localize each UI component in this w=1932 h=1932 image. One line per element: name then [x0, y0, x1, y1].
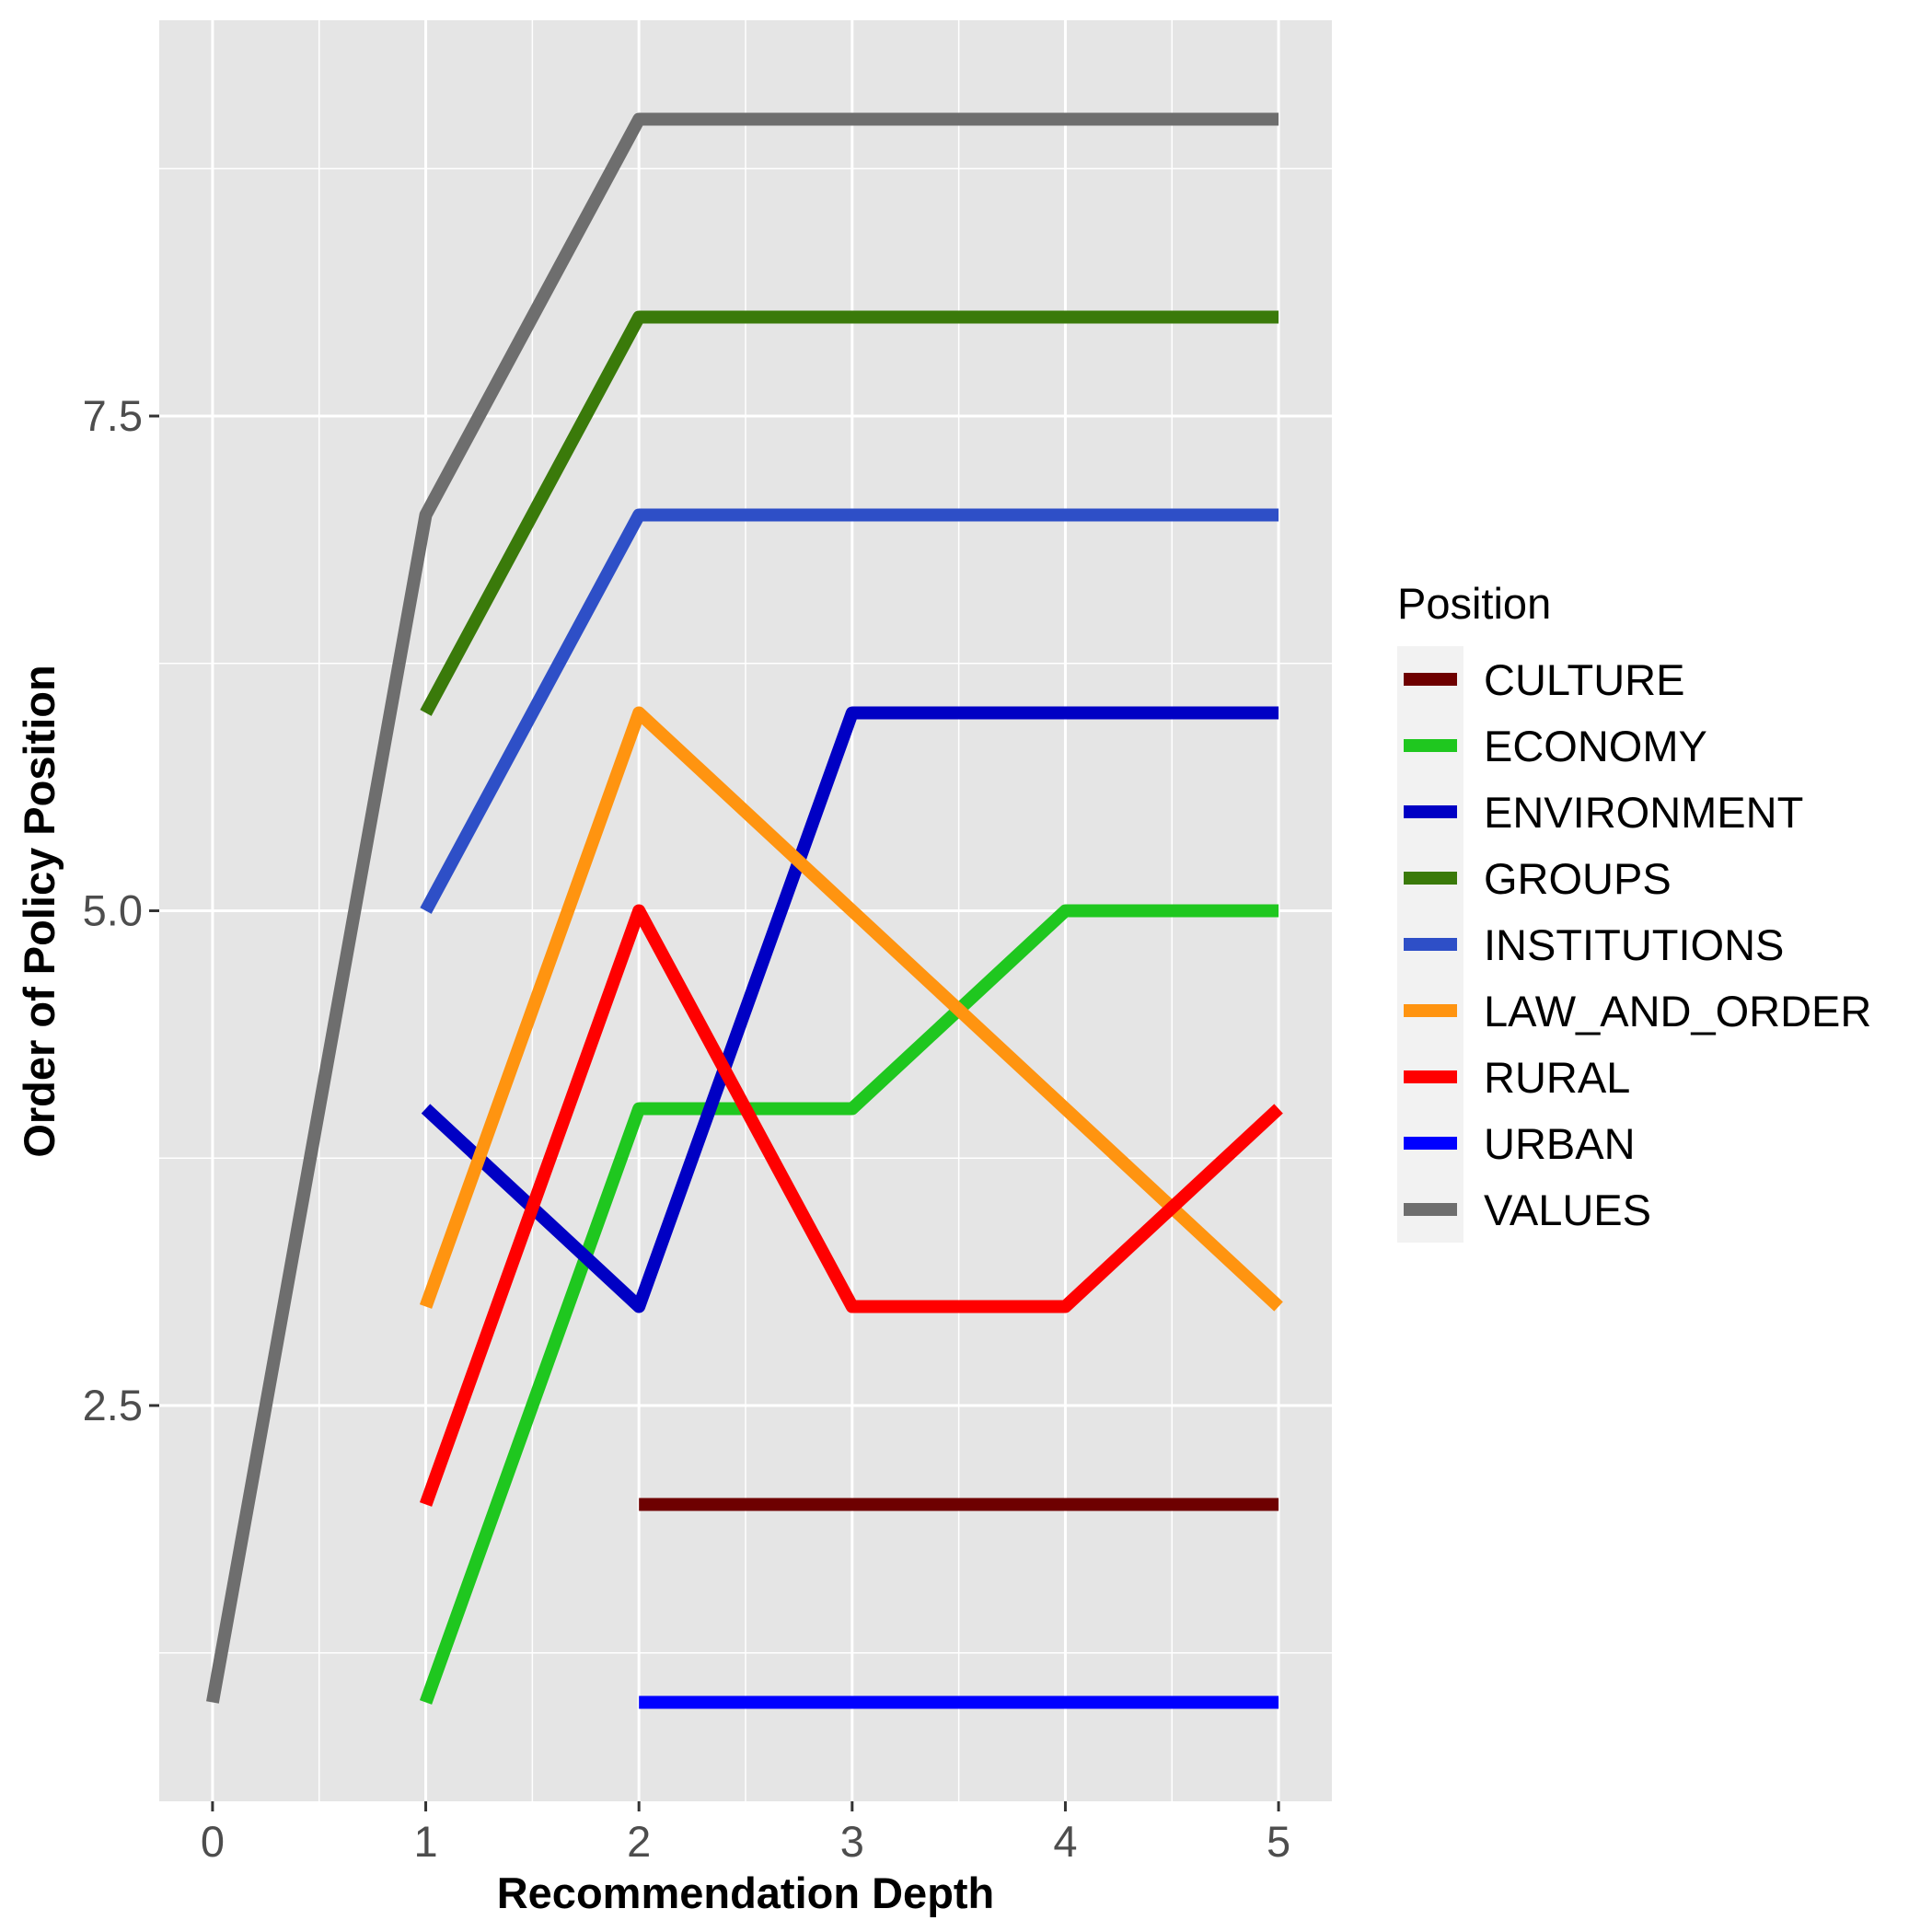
legend-item: GROUPS [1404, 854, 1672, 903]
series-lines [206, 112, 1283, 1709]
x-tick-label: 2 [627, 1817, 651, 1866]
legend-item: VALUES [1404, 1186, 1651, 1234]
legend-item: INSTITUTIONS [1404, 920, 1784, 969]
legend-item: RURAL [1404, 1053, 1630, 1102]
x-tick-label: 1 [413, 1817, 437, 1866]
legend-item: ENVIRONMENT [1404, 788, 1803, 837]
x-tick-label: 3 [840, 1817, 864, 1866]
legend-item: ECONOMY [1404, 722, 1707, 770]
legend-item: URBAN [1404, 1119, 1636, 1168]
legend-label: VALUES [1484, 1186, 1651, 1234]
x-tick-label: 0 [201, 1817, 225, 1866]
series-line-institutions [420, 508, 1279, 914]
legend-label: LAW_AND_ORDER [1484, 987, 1871, 1035]
y-tick-label: 5.0 [83, 886, 143, 935]
y-axis: 2.5 5.0 7.5 [83, 391, 159, 1429]
series-line-environment [421, 706, 1279, 1313]
legend-item: LAW_AND_ORDER [1404, 987, 1871, 1035]
y-tick-label: 7.5 [83, 391, 143, 440]
x-tick-label: 4 [1053, 1817, 1077, 1866]
y-tick-label: 2.5 [83, 1381, 143, 1429]
series-line-economy [419, 904, 1279, 1705]
series-line-law-and-order [419, 706, 1283, 1312]
legend-label: URBAN [1484, 1119, 1636, 1168]
legend-label: ECONOMY [1484, 722, 1707, 770]
legend-items: CULTURE ECONOMY ENVIRONMENT GROUPS INSTITUTI… [1404, 655, 1871, 1234]
legend: Position CULTURE ECONOMY ENVIRONMENT GROUPS… [1397, 579, 1871, 1243]
x-tick-label: 5 [1267, 1817, 1290, 1866]
legend-label: ENVIRONMENT [1484, 788, 1803, 837]
legend-title: Position [1397, 579, 1551, 628]
legend-label: GROUPS [1484, 854, 1672, 903]
legend-label: INSTITUTIONS [1484, 920, 1784, 969]
legend-item: CULTURE [1404, 655, 1684, 704]
legend-label: CULTURE [1484, 655, 1684, 704]
y-axis-title: Order of Policy Position [15, 665, 64, 1157]
legend-label: RURAL [1484, 1053, 1630, 1102]
series-line-groups [420, 310, 1279, 716]
series-line-values [206, 112, 1279, 1704]
x-axis-title: Recommendation Depth [497, 1868, 995, 1917]
series-line-rural [419, 904, 1283, 1507]
x-axis: 0 1 2 3 4 5 [201, 1801, 1290, 1866]
